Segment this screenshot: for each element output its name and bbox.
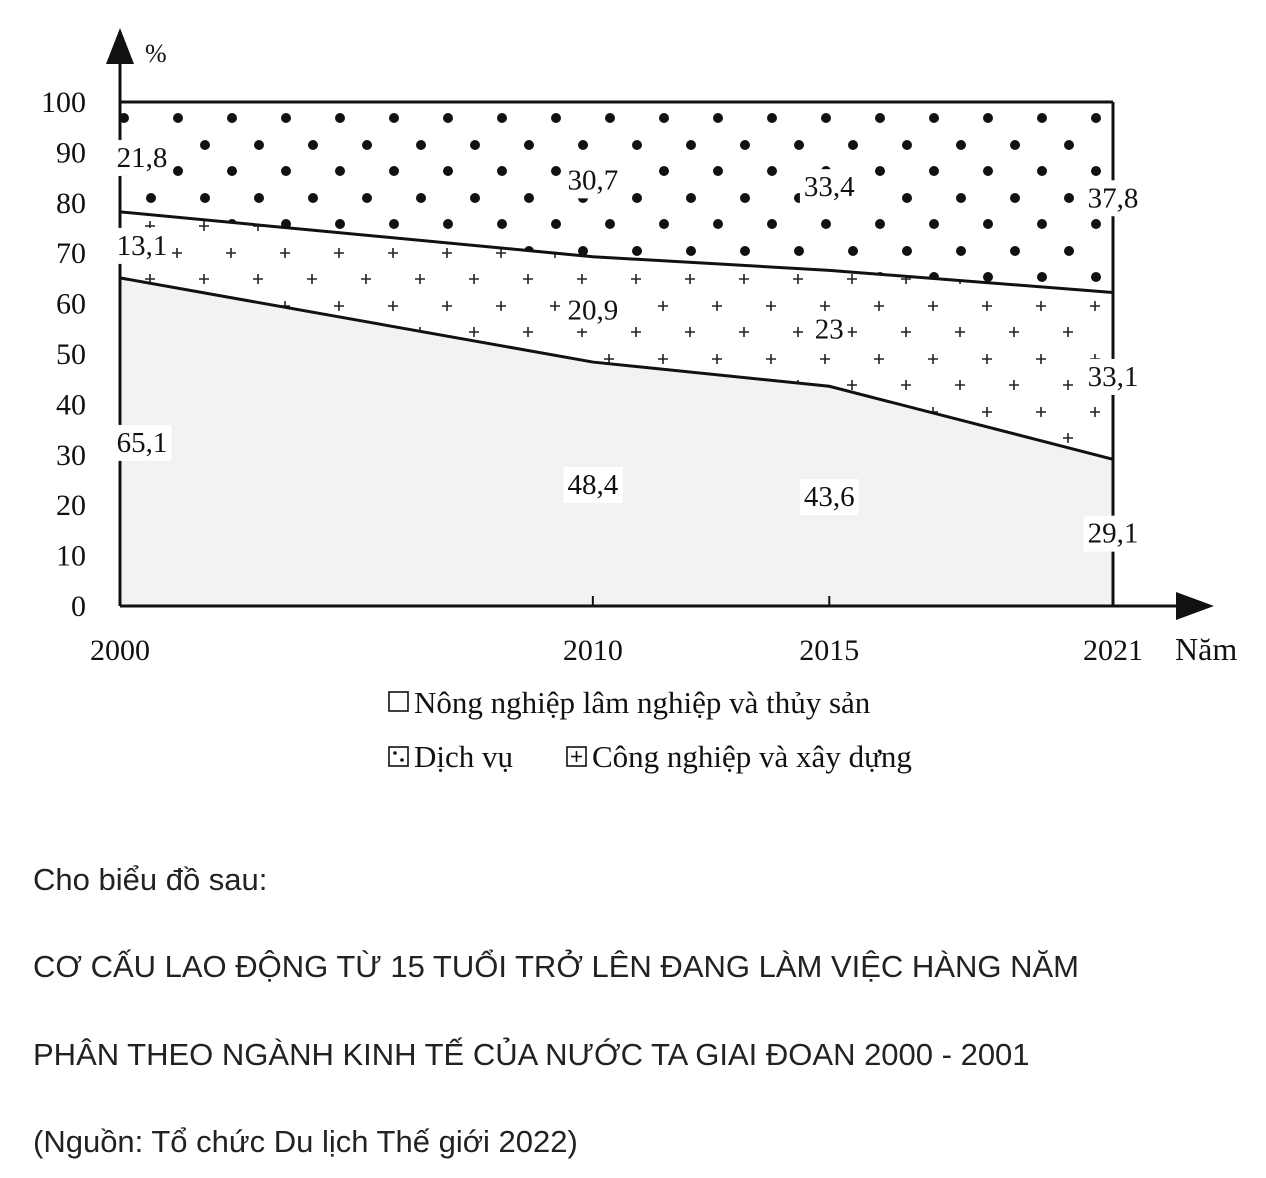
- chart-title-line2: PHÂN THEO NGÀNH KINH TẾ CỦA NƯỚC TA GIAI…: [33, 1037, 1030, 1072]
- data-label-text: 33,1: [1088, 361, 1139, 393]
- data-label-cong-nghiep-va-xay-dung: 23: [810, 311, 848, 348]
- legend-item-industry: Công nghiệp và xây dựng: [566, 739, 912, 774]
- data-label-bg: [810, 311, 848, 348]
- legend-item-agriculture: Nông nghiệp lâm nghiệp và thủy sản: [388, 685, 871, 720]
- y-tick-label: 10: [56, 540, 86, 573]
- legend: Nông nghiệp lâm nghiệp và thủy sản Dịch …: [388, 685, 912, 774]
- data-label-nong-nghiep-lam-nghiep-va-thuy-san: 29,1: [1083, 515, 1143, 552]
- legend-item-services: Dịch vụ: [388, 739, 513, 774]
- y-tick-labels: 0 10 20 30 40 50 60 70 80 90 100: [41, 86, 86, 623]
- y-tick-label: 20: [56, 489, 86, 522]
- data-label-text: 43,6: [804, 481, 855, 513]
- data-label-text: 30,7: [567, 164, 618, 196]
- legend-label-services: Dịch vụ: [414, 739, 513, 774]
- data-label-dich-vu: 37,8: [1083, 180, 1143, 217]
- data-label-text: 23: [815, 313, 844, 345]
- boundary-line-cong-nghiep-va-xay-dung: [119, 210, 1114, 295]
- area-bg-nong-nghiep-lam-nghiep-va-thuy-san: [120, 277, 1113, 606]
- data-label-text: 13,1: [117, 230, 168, 262]
- data-label-text: 48,4: [567, 469, 618, 501]
- legend-swatch-services: [388, 746, 409, 767]
- data-label-text: 29,1: [1088, 518, 1139, 550]
- chart-title-line1: CƠ CẤU LAO ĐỘNG TỪ 15 TUỔI TRỞ LÊN ĐANG …: [33, 949, 1079, 984]
- data-label-text: 65,1: [117, 427, 168, 459]
- x-tick-labels: 2000 2010 2015 2021: [90, 634, 1143, 667]
- caption-source: (Nguồn: Tổ chức Du lịch Thế giới 2022): [33, 1124, 578, 1159]
- data-label-cong-nghiep-va-xay-dung: 13,1: [112, 227, 172, 264]
- data-label-text: 20,9: [567, 294, 618, 326]
- x-axis-label: Năm: [1175, 631, 1237, 667]
- data-label-bg: [563, 467, 623, 504]
- y-tick-label: 80: [56, 187, 86, 220]
- data-label-nong-nghiep-lam-nghiep-va-thuy-san: 65,1: [112, 424, 172, 461]
- data-labels: 65,1 48,4 43,6 29,1 13,1 20,9 23 33,1 21,8 30,7 33…: [112, 139, 1143, 552]
- legend-label-agriculture: Nông nghiệp lâm nghiệp và thủy sản: [414, 685, 871, 720]
- boundary-line-nong-nghiep-lam-nghiep-va-thuy-san: [119, 276, 1114, 461]
- data-label-nong-nghiep-lam-nghiep-va-thuy-san: 43,6: [799, 479, 859, 516]
- data-label-bg: [1083, 180, 1143, 217]
- legend-swatch-agriculture: [388, 691, 409, 712]
- data-label-bg: [563, 292, 623, 329]
- y-tick-label: 40: [56, 388, 86, 421]
- data-label-bg: [563, 162, 623, 199]
- stacked-area-chart: % Năm 0 10 20 30 40 50 60 70 80 90 100 2000 2010 201…: [41, 28, 1237, 774]
- y-tick-label: 100: [41, 86, 86, 119]
- x-tick-label: 2000: [90, 634, 150, 667]
- y-tick-label: 70: [56, 237, 86, 270]
- y-tick-label: 90: [56, 136, 86, 169]
- y-tick-label: 60: [56, 288, 86, 321]
- caption-intro: Cho biểu đồ sau:: [33, 862, 268, 897]
- legend-swatch-industry-plus: [571, 751, 582, 762]
- data-label-text: 33,4: [804, 171, 855, 203]
- x-tick-label: 2010: [563, 634, 623, 667]
- data-label-bg: [799, 479, 859, 516]
- y-axis-arrow: [106, 28, 134, 64]
- data-label-dich-vu: 30,7: [563, 162, 623, 199]
- data-label-bg: [112, 227, 172, 264]
- data-label-bg: [112, 424, 172, 461]
- y-axis-label: %: [145, 39, 167, 68]
- legend-swatch-services-dot: [393, 751, 397, 755]
- data-label-bg: [1083, 358, 1143, 395]
- series-boundaries: [119, 100, 1115, 606]
- data-label-bg: [1083, 515, 1143, 552]
- data-label-nong-nghiep-lam-nghiep-va-thuy-san: 48,4: [563, 467, 623, 504]
- x-tick-label: 2021: [1083, 634, 1143, 667]
- x-axis-arrow: [1176, 592, 1214, 620]
- data-label-dich-vu: 21,8: [112, 139, 172, 176]
- data-label-bg: [799, 169, 860, 206]
- y-tick-label: 0: [71, 590, 86, 623]
- data-label-bg: [112, 139, 172, 176]
- legend-label-industry: Công nghiệp và xây dựng: [592, 739, 912, 774]
- data-label-dich-vu: 33,4: [799, 169, 860, 206]
- x-tick-label: 2015: [799, 634, 859, 667]
- data-label-text: 21,8: [117, 142, 168, 174]
- data-label-cong-nghiep-va-xay-dung: 33,1: [1083, 358, 1143, 395]
- data-label-cong-nghiep-va-xay-dung: 20,9: [563, 292, 623, 329]
- data-label-text: 37,8: [1088, 182, 1139, 214]
- y-tick-label: 30: [56, 439, 86, 472]
- y-tick-label: 50: [56, 338, 86, 371]
- legend-swatch-services-dot: [400, 758, 404, 762]
